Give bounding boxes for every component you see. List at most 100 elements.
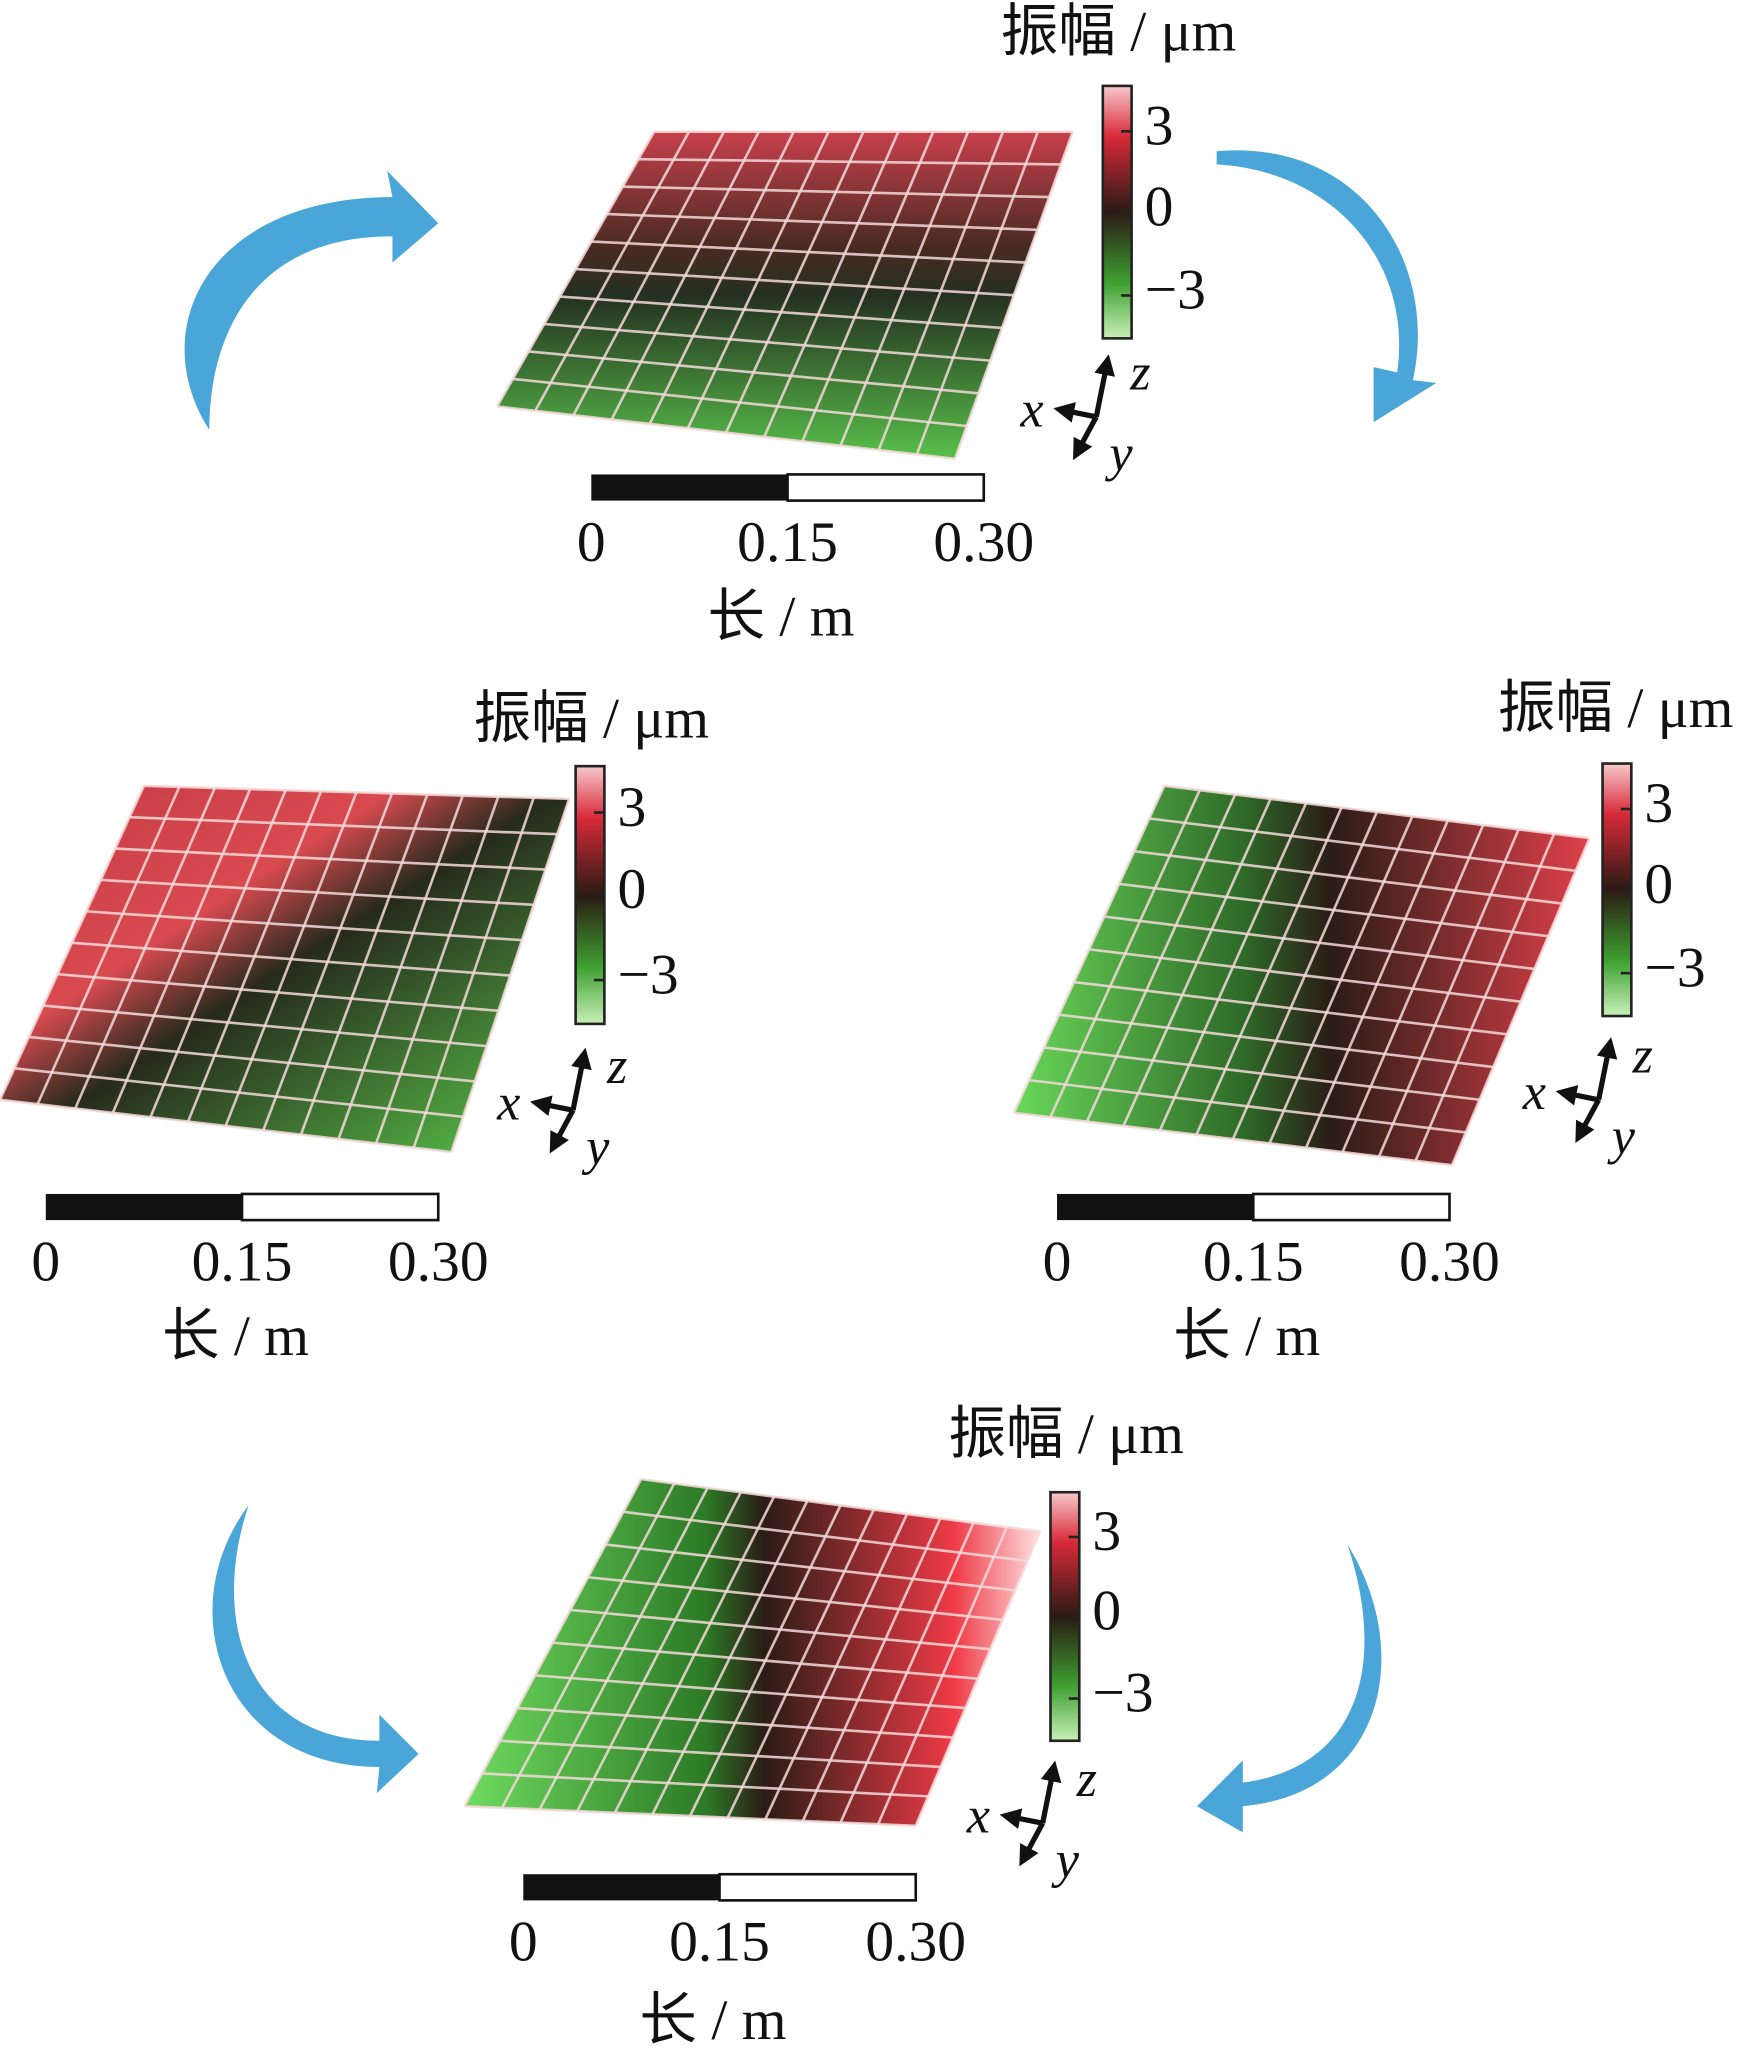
scale-bar-white <box>240 1192 440 1222</box>
axis-x <box>1555 1085 1600 1106</box>
colorbar-tick-label: −3 <box>1145 259 1206 322</box>
scale-tick-label: 0.15 <box>669 1911 770 1974</box>
mesh-line <box>496 405 956 461</box>
mesh-line <box>1164 784 1590 840</box>
mesh-line <box>57 972 499 1013</box>
mesh-line <box>28 1035 476 1083</box>
axis-z-label: z <box>1129 344 1150 402</box>
axis-z-label: z <box>606 1037 627 1095</box>
mesh-line <box>1088 948 1521 1003</box>
scale-tick-label: 0 <box>577 511 606 574</box>
mesh-line <box>1028 1078 1467 1134</box>
mesh-line <box>14 1067 464 1119</box>
mesh-line <box>606 212 1038 232</box>
mesh-line <box>570 1608 991 1651</box>
scale-bar-white <box>718 1872 918 1902</box>
scale-tick-label: 0.30 <box>388 1230 489 1293</box>
colorbar-tick-label: 3 <box>1092 1500 1121 1563</box>
mesh-line <box>528 350 979 395</box>
mesh-line <box>482 1772 929 1798</box>
mesh-line <box>1149 817 1576 873</box>
axis-z <box>1040 1760 1062 1824</box>
scale-tick-label: 0.15 <box>1203 1230 1304 1293</box>
axis-y <box>549 1108 576 1154</box>
mesh-line <box>559 295 1003 330</box>
scale-label: 长 / m <box>162 1305 309 1368</box>
scale-label: 长 / m <box>1173 1305 1320 1368</box>
mode-surface <box>0 785 570 1153</box>
colorbar-tick-label: 0 <box>1644 853 1673 916</box>
scale-bar-black <box>591 474 788 501</box>
colorbar-title: 振幅 / μm <box>948 1403 1183 1466</box>
mesh-line <box>587 1575 1003 1622</box>
scale-bar-black <box>45 1193 243 1221</box>
colorbar-tick-label: −3 <box>1644 936 1705 999</box>
scale-bar-black <box>523 1874 720 1901</box>
mesh-line <box>544 322 991 362</box>
scale-tick-label: 0 <box>31 1230 60 1293</box>
mode-surface <box>464 1479 1041 1826</box>
axis-x <box>530 1095 574 1116</box>
colorbar-title: 振幅 / μm <box>1001 1 1236 64</box>
mesh-line <box>100 878 534 907</box>
mesh-line <box>605 1543 1016 1592</box>
scale-label: 长 / m <box>707 585 854 648</box>
axis-x-label: x <box>496 1074 520 1132</box>
mesh-line <box>115 847 546 871</box>
axis-z <box>570 1047 592 1111</box>
scale-tick-label: 0.30 <box>1399 1230 1500 1293</box>
scale-bar-white <box>786 473 986 502</box>
panel: 振幅 / μm 3 0 −3 0 0.15 0.30 长 / m x yz <box>0 688 709 1368</box>
mesh-line <box>143 784 570 801</box>
axis-x <box>999 1808 1044 1829</box>
scale-label: 长 / m <box>639 1989 786 2052</box>
axis-y <box>1575 1098 1601 1143</box>
scale-tick-label: 0 <box>1043 1230 1072 1293</box>
axis-y-label: y <box>1607 1108 1636 1166</box>
mesh-line <box>43 1004 487 1048</box>
mesh-line <box>463 1478 643 1807</box>
axis-y-label: y <box>581 1118 610 1176</box>
rotation-arrows <box>184 150 1437 1833</box>
scale-tick-label: 0.15 <box>192 1230 293 1293</box>
mesh-line <box>623 1510 1028 1563</box>
mesh-line <box>1043 1046 1480 1102</box>
mesh-line <box>1013 1111 1453 1167</box>
mesh-line <box>517 1706 954 1739</box>
mesh-line <box>499 1739 941 1769</box>
colorbar-tick-label: 0 <box>1092 1580 1121 1643</box>
mesh-line <box>1134 849 1563 905</box>
mesh-line <box>512 377 967 428</box>
colorbar-tick-label: 3 <box>617 776 646 839</box>
panel: 振幅 / μm 3 0 −3 0 0.15 0.30 长 / m x yz <box>463 1403 1184 2052</box>
colorbar-tick-label: −3 <box>1092 1662 1153 1725</box>
axis-y-label: y <box>1104 425 1133 483</box>
panel: 振幅 / μm 3 0 −3 0 0.15 0.30 长 / m x yz <box>495 1 1236 648</box>
mesh-line <box>129 815 558 836</box>
scale-tick-label: 0 <box>509 1911 538 1974</box>
mesh-line <box>71 941 511 977</box>
scale-bar-white <box>1251 1192 1451 1222</box>
mode-surface <box>497 131 1073 459</box>
mesh-line <box>464 1804 916 1828</box>
axis-y <box>1019 1821 1045 1867</box>
mesh-line <box>622 185 1050 199</box>
scale-tick-label: 0.30 <box>865 1911 966 1974</box>
mesh-line <box>640 1477 1041 1533</box>
colorbar-tick-label: 3 <box>1145 95 1174 158</box>
mesh-line <box>638 157 1061 166</box>
mesh-line <box>1119 882 1549 938</box>
mesh-line <box>575 267 1014 297</box>
mesh-line <box>552 1641 978 1680</box>
axis-y <box>1073 415 1099 461</box>
scale-bar-black <box>1057 1193 1254 1221</box>
colorbar-tick-label: 0 <box>617 858 646 921</box>
axis-x <box>1053 402 1097 423</box>
mesh-line <box>591 240 1026 264</box>
scale-tick-label: 0.30 <box>933 511 1034 574</box>
mesh-line <box>0 1098 452 1154</box>
scale-tick-label: 0.15 <box>737 511 838 574</box>
mesh-line <box>1058 1013 1494 1069</box>
mesh-line <box>1103 915 1535 971</box>
